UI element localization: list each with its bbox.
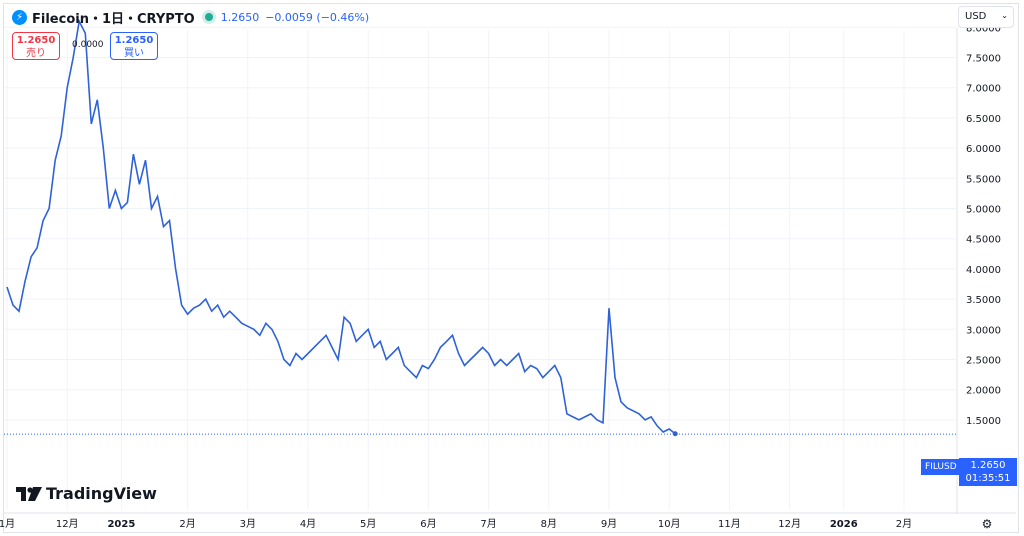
sell-price: 1.2650 (16, 35, 56, 46)
x-tick-label: 12月 (56, 518, 79, 530)
y-tick-label: 6.5000 (966, 114, 1001, 125)
x-tick-label: 6月 (420, 518, 436, 530)
symbol-tag: FILUSD (921, 459, 961, 475)
x-tick-label: 8月 (541, 518, 557, 530)
last-price-tag: 1.2650 01:35:51 (959, 458, 1017, 486)
x-tick-label: 12月 (778, 518, 801, 530)
y-tick-label: 7.5000 (966, 54, 1001, 65)
x-tick-label: 7月 (480, 518, 496, 530)
y-tick-label: 6.0000 (966, 144, 1001, 155)
last-price-marker (672, 431, 678, 437)
currency-label: USD (965, 11, 987, 22)
y-tick-label: 7.0000 (966, 84, 1001, 95)
y-tick-label: 5.5000 (966, 174, 1001, 185)
x-tick-label: 3月 (240, 518, 256, 530)
y-tick-label: 2.0000 (966, 386, 1001, 397)
symbol-title[interactable]: Filecoin・1日・CRYPTO (32, 11, 195, 27)
tradingview-logo-icon (16, 486, 42, 501)
y-tick-label: 4.5000 (966, 235, 1001, 246)
sell-label: 売り (26, 48, 46, 59)
tradingview-logo[interactable]: TradingView (16, 484, 157, 503)
y-tick-label: 3.0000 (966, 325, 1001, 336)
y-tick-label: 2.5000 (966, 356, 1001, 367)
x-tick-label: 9月 (601, 518, 617, 530)
price-change: −0.0059 (−0.46%) (265, 10, 370, 24)
buy-price: 1.2650 (114, 35, 154, 46)
x-tick-label: 2月 (896, 518, 912, 530)
brand-name: TradingView (46, 484, 157, 503)
price-tag-countdown: 01:35:51 (965, 473, 1011, 484)
market-status-icon (204, 13, 213, 21)
x-tick-label: 2025 (107, 519, 135, 530)
x-tick-label: 11月 (718, 518, 741, 530)
settings-gear-icon[interactable]: ⚙ (981, 517, 993, 531)
y-tick-label: 5.0000 (966, 205, 1001, 216)
x-tick-label: 1月 (0, 518, 15, 530)
currency-selector[interactable]: USD ⌄ (958, 6, 1014, 28)
filecoin-logo-icon: ⚡ (12, 9, 27, 25)
y-tick-label: 8.0000 (966, 23, 1001, 34)
chevron-down-icon: ⌄ (1001, 11, 1008, 20)
y-tick-label: 1.5000 (966, 416, 1001, 427)
buy-button[interactable]: 1.2650 買い (110, 32, 158, 60)
x-tick-label: 2月 (179, 518, 195, 530)
price-series-line (6, 18, 676, 435)
x-tick-label: 4月 (300, 518, 316, 530)
symbol-header: ⚡ Filecoin・1日・CRYPTO 1.2650 −0.0059 (−0.… (12, 8, 370, 27)
y-tick-label: 4.0000 (966, 265, 1001, 276)
y-tick-label: 3.5000 (966, 295, 1001, 306)
x-tick-label: 5月 (360, 518, 376, 530)
chart-frame (3, 3, 1019, 533)
sell-button[interactable]: 1.2650 売り (12, 32, 60, 60)
last-price: 1.2650 (220, 10, 260, 24)
spread-value: 0.0000 (72, 40, 104, 50)
x-tick-label: 10月 (658, 518, 681, 530)
buy-label: 買い (124, 48, 144, 59)
x-tick-label: 2026 (830, 519, 858, 530)
price-tag-value: 1.2650 (970, 460, 1006, 471)
